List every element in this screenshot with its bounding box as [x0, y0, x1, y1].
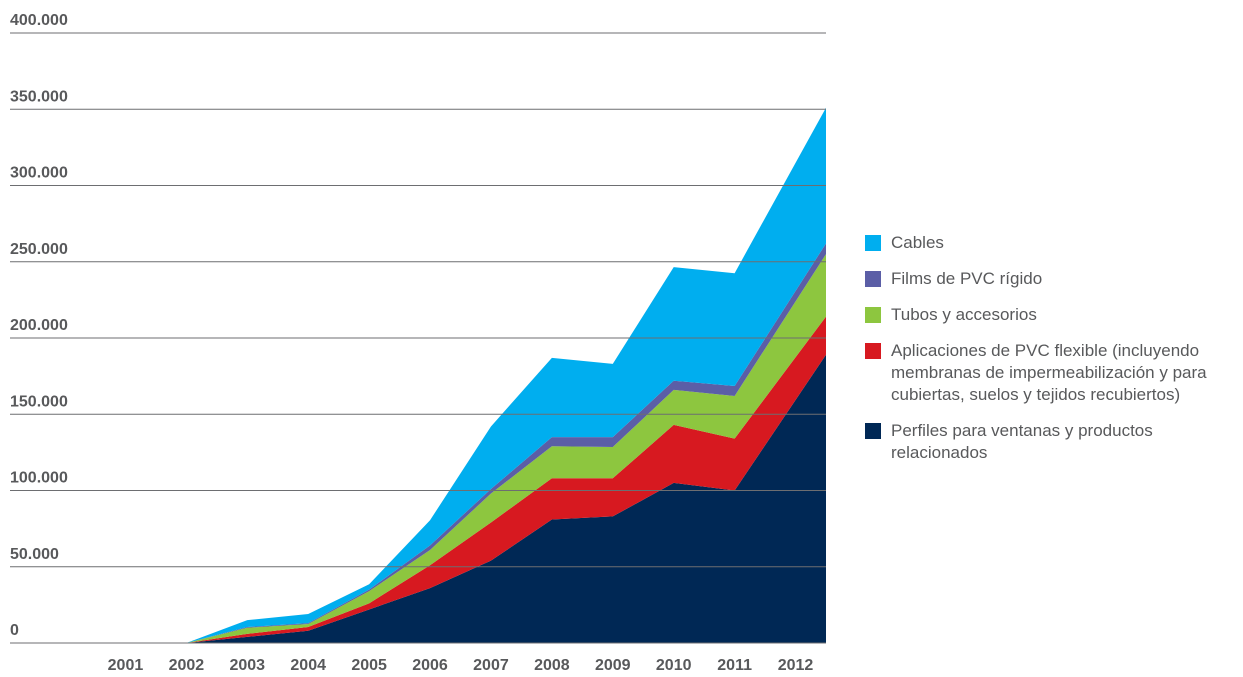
legend-item: Cables: [865, 232, 1235, 254]
legend: Cables Films de PVC rígido Tubos y accesor…: [865, 232, 1235, 478]
legend-swatch: [865, 343, 881, 359]
legend-label: Perfiles para ventanas y productos relac…: [891, 421, 1153, 462]
y-tick-label: 50.000: [10, 546, 59, 563]
x-tick-label: 2001: [108, 657, 144, 674]
chart: 0 50.000 100.000 150.000 200.000 250.000 300.0…: [10, 12, 827, 674]
legend-item: Films de PVC rígido: [865, 268, 1235, 290]
y-tick-label: 0: [10, 622, 19, 639]
y-tick-label: 150.000: [10, 393, 68, 410]
legend-label: Cables: [891, 233, 944, 252]
area: [125, 316, 827, 643]
y-tick-label: 400.000: [10, 12, 68, 29]
legend-swatch: [865, 423, 881, 439]
x-tick-label: 2009: [595, 657, 631, 674]
x-tick-label: 2012: [778, 657, 814, 674]
legend-swatch: [865, 307, 881, 323]
legend-swatch: [865, 271, 881, 287]
x-tick-label: 2011: [717, 657, 752, 674]
x-tick-label: 2004: [290, 657, 326, 674]
legend-swatch: [865, 235, 881, 251]
legend-label: Films de PVC rígido: [891, 269, 1043, 288]
x-tick-label: 2010: [656, 657, 692, 674]
legend-label: Tubos y accesorios: [891, 305, 1037, 324]
y-tick-label: 100.000: [10, 470, 68, 487]
x-tick-label: 2008: [534, 657, 570, 674]
legend-item: Perfiles para ventanas y productos relac…: [865, 420, 1235, 464]
area: [125, 107, 827, 644]
x-tick-label: 2003: [229, 657, 265, 674]
legend-item: Aplicaciones de PVC flexible (incluyendo…: [865, 340, 1235, 406]
y-tick-label: 250.000: [10, 241, 68, 258]
x-tick-label: 2005: [351, 657, 387, 674]
x-tick-label: 2007: [473, 657, 509, 674]
y-tick-label: 300.000: [10, 165, 68, 182]
y-tick-label: 200.000: [10, 317, 68, 334]
y-tick-label: 350.000: [10, 88, 68, 105]
legend-item: Tubos y accesorios: [865, 304, 1235, 326]
area: [125, 354, 827, 643]
x-tick-label: 2002: [169, 657, 205, 674]
x-tick-label: 2006: [412, 657, 448, 674]
legend-label: Aplicaciones de PVC flexible (incluyendo…: [891, 341, 1207, 404]
